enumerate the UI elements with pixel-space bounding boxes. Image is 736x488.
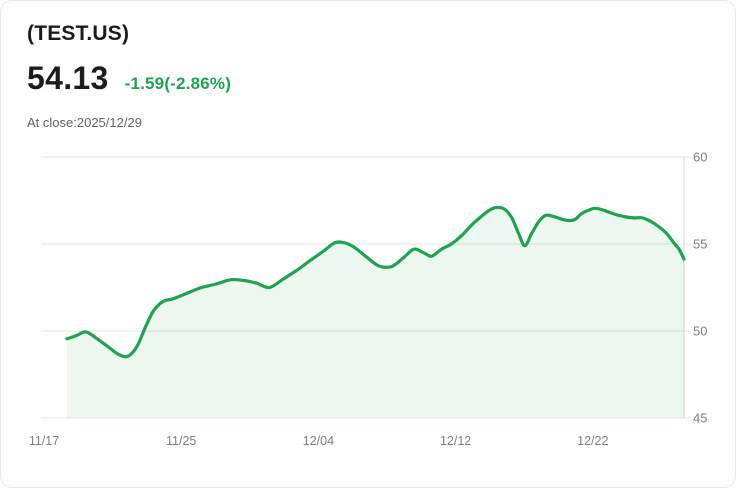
y-axis-tick-label: 50: [693, 324, 707, 339]
quote-header: (TEST.US) 54.13 -1.59(-2.86%) At close:2…: [1, 1, 735, 130]
price-change: -1.59(-2.86%): [124, 74, 232, 93]
x-axis-tick-label: 12/12: [440, 434, 471, 448]
y-axis-tick-label: 55: [693, 237, 707, 252]
y-axis-tick-label: 60: [693, 150, 707, 165]
price-area-fill: [67, 207, 684, 418]
last-price: 54.13: [27, 60, 109, 96]
close-date-label: At close:2025/12/29: [27, 115, 142, 130]
price-line: [65, 205, 686, 359]
x-axis-tick-label: 12/22: [577, 434, 608, 448]
price-row: 54.13 -1.59(-2.86%): [27, 60, 709, 96]
x-axis-tick-label: 11/17: [29, 434, 59, 448]
y-axis-tick-label: 45: [693, 411, 707, 426]
x-axis-tick-label: 12/04: [303, 434, 334, 448]
ticker-symbol: (TEST.US): [27, 22, 130, 45]
x-axis-tick-label: 11/25: [166, 434, 196, 448]
